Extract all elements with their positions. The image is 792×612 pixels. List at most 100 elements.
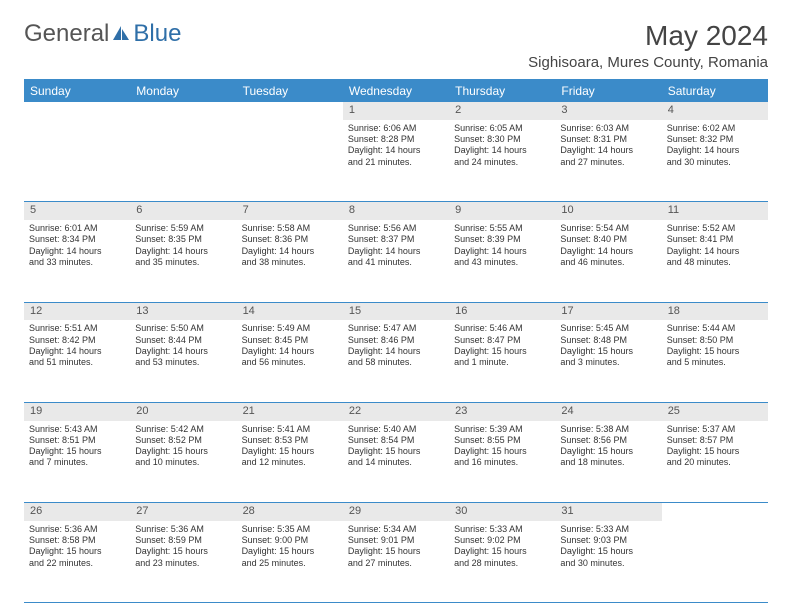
sunset-text: Sunset: 9:03 PM — [560, 535, 656, 546]
day-number-cell — [130, 102, 236, 120]
daylight-text: Daylight: 15 hours — [454, 346, 550, 357]
day-number-cell: 11 — [662, 202, 768, 220]
sunrise-text: Sunrise: 5:50 AM — [135, 323, 231, 334]
sunset-text: Sunset: 8:34 PM — [29, 234, 125, 245]
daylight-text: Daylight: 15 hours — [348, 546, 444, 557]
month-title: May 2024 — [528, 20, 768, 52]
sunset-text: Sunset: 8:56 PM — [560, 435, 656, 446]
daylight-text: Daylight: 15 hours — [454, 446, 550, 457]
sunset-text: Sunset: 8:51 PM — [29, 435, 125, 446]
sunset-text: Sunset: 9:02 PM — [454, 535, 550, 546]
sunrise-text: Sunrise: 5:36 AM — [135, 524, 231, 535]
sunrise-text: Sunrise: 5:47 AM — [348, 323, 444, 334]
sunset-text: Sunset: 8:52 PM — [135, 435, 231, 446]
day-number-cell: 24 — [555, 402, 661, 420]
day-number-cell: 29 — [343, 503, 449, 521]
daylight-text: Daylight: 14 hours — [667, 145, 763, 156]
logo-text-general: General — [24, 20, 109, 48]
location-text: Sighisoara, Mures County, Romania — [528, 54, 768, 71]
week-row: Sunrise: 5:43 AMSunset: 8:51 PMDaylight:… — [24, 421, 768, 503]
day-cell: Sunrise: 5:52 AMSunset: 8:41 PMDaylight:… — [662, 220, 768, 302]
daylight-text: and 27 minutes. — [560, 157, 656, 168]
weekday-header: Tuesday — [237, 80, 343, 103]
daylight-text: and 56 minutes. — [242, 357, 338, 368]
day-cell: Sunrise: 5:55 AMSunset: 8:39 PMDaylight:… — [449, 220, 555, 302]
daylight-text: Daylight: 15 hours — [135, 546, 231, 557]
day-number-cell: 19 — [24, 402, 130, 420]
day-number-cell: 15 — [343, 302, 449, 320]
sunrise-text: Sunrise: 5:36 AM — [29, 524, 125, 535]
logo-text-blue: Blue — [133, 20, 181, 48]
sunset-text: Sunset: 8:39 PM — [454, 234, 550, 245]
sunset-text: Sunset: 8:48 PM — [560, 335, 656, 346]
day-number-cell: 23 — [449, 402, 555, 420]
daylight-text: Daylight: 14 hours — [454, 246, 550, 257]
day-cell: Sunrise: 5:45 AMSunset: 8:48 PMDaylight:… — [555, 320, 661, 402]
sunset-text: Sunset: 8:55 PM — [454, 435, 550, 446]
day-number-cell: 21 — [237, 402, 343, 420]
sunrise-text: Sunrise: 5:39 AM — [454, 424, 550, 435]
sunrise-text: Sunrise: 5:41 AM — [242, 424, 338, 435]
week-row: Sunrise: 6:01 AMSunset: 8:34 PMDaylight:… — [24, 220, 768, 302]
daylight-text: Daylight: 14 hours — [242, 346, 338, 357]
daylight-text: and 58 minutes. — [348, 357, 444, 368]
day-cell: Sunrise: 5:37 AMSunset: 8:57 PMDaylight:… — [662, 421, 768, 503]
daylight-text: Daylight: 14 hours — [348, 246, 444, 257]
daylight-text: Daylight: 14 hours — [29, 246, 125, 257]
sunset-text: Sunset: 8:59 PM — [135, 535, 231, 546]
sunrise-text: Sunrise: 5:33 AM — [560, 524, 656, 535]
sunrise-text: Sunrise: 5:58 AM — [242, 223, 338, 234]
day-cell: Sunrise: 5:38 AMSunset: 8:56 PMDaylight:… — [555, 421, 661, 503]
week-row: Sunrise: 6:06 AMSunset: 8:28 PMDaylight:… — [24, 120, 768, 202]
day-number-cell: 31 — [555, 503, 661, 521]
sunset-text: Sunset: 8:47 PM — [454, 335, 550, 346]
sunset-text: Sunset: 8:40 PM — [560, 234, 656, 245]
daylight-text: Daylight: 15 hours — [667, 446, 763, 457]
sunset-text: Sunset: 8:30 PM — [454, 134, 550, 145]
day-number-cell: 13 — [130, 302, 236, 320]
day-number-cell: 8 — [343, 202, 449, 220]
day-number-cell: 17 — [555, 302, 661, 320]
weekday-header: Wednesday — [343, 80, 449, 103]
day-number-cell — [662, 503, 768, 521]
sunset-text: Sunset: 8:58 PM — [29, 535, 125, 546]
daylight-text: and 7 minutes. — [29, 457, 125, 468]
day-cell: Sunrise: 5:59 AMSunset: 8:35 PMDaylight:… — [130, 220, 236, 302]
daylight-text: Daylight: 14 hours — [29, 346, 125, 357]
day-number-row: 12131415161718 — [24, 302, 768, 320]
daylight-text: Daylight: 14 hours — [348, 346, 444, 357]
sunrise-text: Sunrise: 6:06 AM — [348, 123, 444, 134]
weekday-header: Saturday — [662, 80, 768, 103]
logo-sail-icon — [111, 24, 131, 44]
sunrise-text: Sunrise: 5:59 AM — [135, 223, 231, 234]
day-cell: Sunrise: 5:36 AMSunset: 8:58 PMDaylight:… — [24, 521, 130, 603]
daylight-text: Daylight: 15 hours — [29, 546, 125, 557]
daylight-text: Daylight: 14 hours — [667, 246, 763, 257]
daylight-text: Daylight: 15 hours — [348, 446, 444, 457]
day-number-cell: 12 — [24, 302, 130, 320]
day-cell — [662, 521, 768, 603]
daylight-text: Daylight: 15 hours — [242, 546, 338, 557]
sunrise-text: Sunrise: 5:40 AM — [348, 424, 444, 435]
sunset-text: Sunset: 9:01 PM — [348, 535, 444, 546]
sunrise-text: Sunrise: 5:37 AM — [667, 424, 763, 435]
day-number-row: 262728293031 — [24, 503, 768, 521]
daylight-text: and 43 minutes. — [454, 257, 550, 268]
daylight-text: and 48 minutes. — [667, 257, 763, 268]
day-number-cell: 2 — [449, 102, 555, 120]
day-number-cell: 14 — [237, 302, 343, 320]
daylight-text: Daylight: 14 hours — [560, 246, 656, 257]
sunrise-text: Sunrise: 5:44 AM — [667, 323, 763, 334]
day-cell: Sunrise: 5:41 AMSunset: 8:53 PMDaylight:… — [237, 421, 343, 503]
day-cell: Sunrise: 5:34 AMSunset: 9:01 PMDaylight:… — [343, 521, 449, 603]
day-number-row: 567891011 — [24, 202, 768, 220]
title-block: May 2024 Sighisoara, Mures County, Roman… — [528, 20, 768, 71]
day-number-cell — [237, 102, 343, 120]
daylight-text: and 23 minutes. — [135, 558, 231, 569]
sunset-text: Sunset: 8:31 PM — [560, 134, 656, 145]
sunrise-text: Sunrise: 5:34 AM — [348, 524, 444, 535]
sunrise-text: Sunrise: 6:03 AM — [560, 123, 656, 134]
day-cell: Sunrise: 5:46 AMSunset: 8:47 PMDaylight:… — [449, 320, 555, 402]
sunset-text: Sunset: 8:50 PM — [667, 335, 763, 346]
daylight-text: and 12 minutes. — [242, 457, 338, 468]
